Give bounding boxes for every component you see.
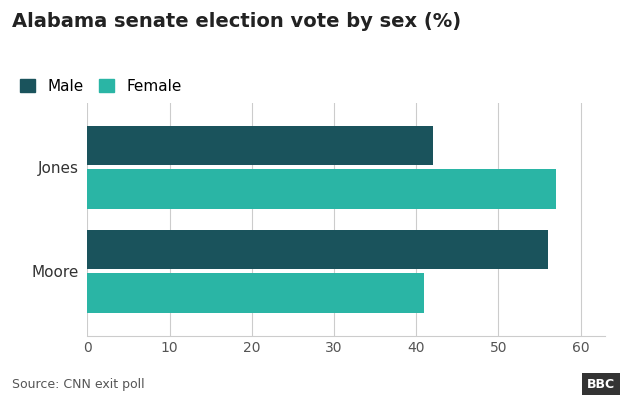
Text: Source: CNN exit poll: Source: CNN exit poll	[12, 378, 145, 391]
Legend: Male, Female: Male, Female	[20, 79, 182, 94]
Text: Alabama senate election vote by sex (%): Alabama senate election vote by sex (%)	[12, 12, 462, 31]
Bar	[87, 229, 548, 269]
Bar	[87, 169, 556, 209]
Bar	[87, 126, 432, 165]
Text: BBC: BBC	[587, 378, 615, 391]
Bar	[87, 273, 424, 313]
